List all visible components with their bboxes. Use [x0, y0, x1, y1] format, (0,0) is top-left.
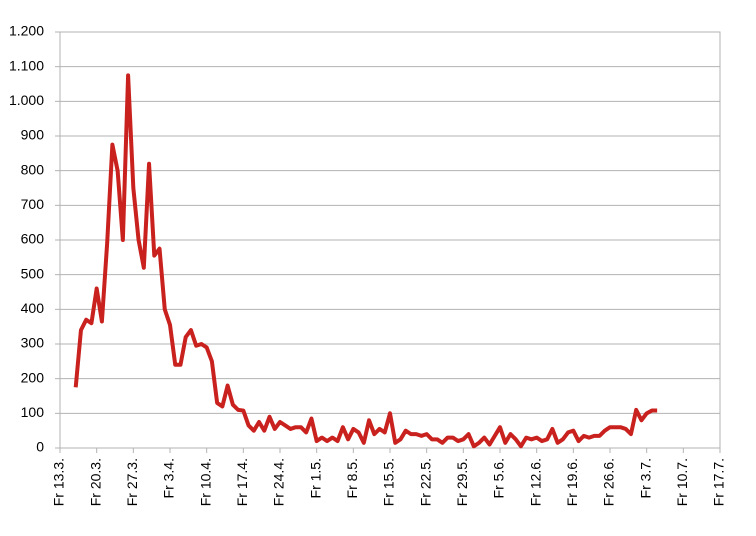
- data-line: [73, 73, 658, 449]
- y-tick-label: 1.200: [9, 23, 44, 39]
- x-tick-label: Fr 27.3.: [124, 458, 140, 506]
- x-tick-label: Fr 17.7.: [711, 458, 727, 506]
- x-tick-label: Fr 24.4.: [271, 458, 287, 506]
- y-tick-label: 100: [21, 404, 45, 420]
- x-tick-label: Fr 13.3.: [51, 458, 67, 506]
- x-tick-label: Fr 10.4.: [197, 458, 213, 506]
- y-tick-label: 700: [21, 196, 45, 212]
- x-tick-label: Fr 22.5.: [417, 458, 433, 506]
- y-tick-label: 900: [21, 127, 45, 143]
- x-tick-label: Fr 15.5.: [381, 458, 397, 506]
- x-tick-label: Fr 17.4.: [234, 458, 250, 506]
- x-tick-label: Fr 1.5.: [307, 458, 323, 498]
- x-tick-label: Fr 5.6.: [491, 458, 507, 498]
- x-tick-label: Fr 26.6.: [601, 458, 617, 506]
- x-tick-label: Fr 10.7.: [674, 458, 690, 506]
- x-tick-label: Fr 3.4.: [161, 458, 177, 498]
- y-tick-label: 600: [21, 231, 45, 247]
- y-tick-label: 500: [21, 265, 45, 281]
- x-tick-label: Fr 29.5.: [454, 458, 470, 506]
- y-tick-label: 1.000: [9, 92, 44, 108]
- y-tick-label: 200: [21, 369, 45, 385]
- y-tick-label: 800: [21, 161, 45, 177]
- y-tick-label: 1.100: [9, 57, 44, 73]
- y-tick-label: 300: [21, 335, 45, 351]
- x-tick-label: Fr 3.7.: [637, 458, 653, 498]
- y-tick-label: 0: [36, 439, 44, 455]
- x-tick-label: Fr 12.6.: [527, 458, 543, 506]
- y-tick-label: 400: [21, 300, 45, 316]
- x-tick-label: Fr 19.6.: [564, 458, 580, 506]
- x-tick-label: Fr 20.3.: [87, 458, 103, 506]
- x-tick-label: Fr 8.5.: [344, 458, 360, 498]
